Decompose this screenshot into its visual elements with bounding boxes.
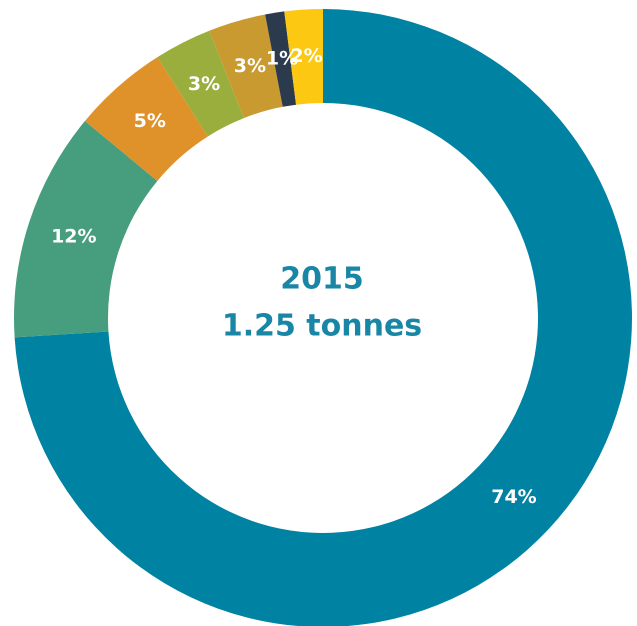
- slice-label: 74%: [491, 486, 536, 508]
- center-year: 2015: [280, 262, 364, 297]
- donut-slice: [157, 30, 244, 137]
- slice-label: 12%: [51, 226, 96, 248]
- slice-label: 3%: [188, 73, 220, 95]
- donut-slice: [209, 14, 283, 119]
- slice-label: 1%: [266, 48, 298, 70]
- donut-slice: [265, 11, 297, 107]
- donut-slice: [14, 9, 632, 626]
- donut-slice: [13, 121, 158, 338]
- center-total: 1.25 tonnes: [222, 309, 422, 344]
- slice-label: 2%: [290, 45, 322, 67]
- donut-slice: [84, 57, 208, 181]
- donut-slice: [284, 9, 323, 105]
- slice-label: 3%: [234, 55, 266, 77]
- slice-label: 5%: [134, 110, 166, 132]
